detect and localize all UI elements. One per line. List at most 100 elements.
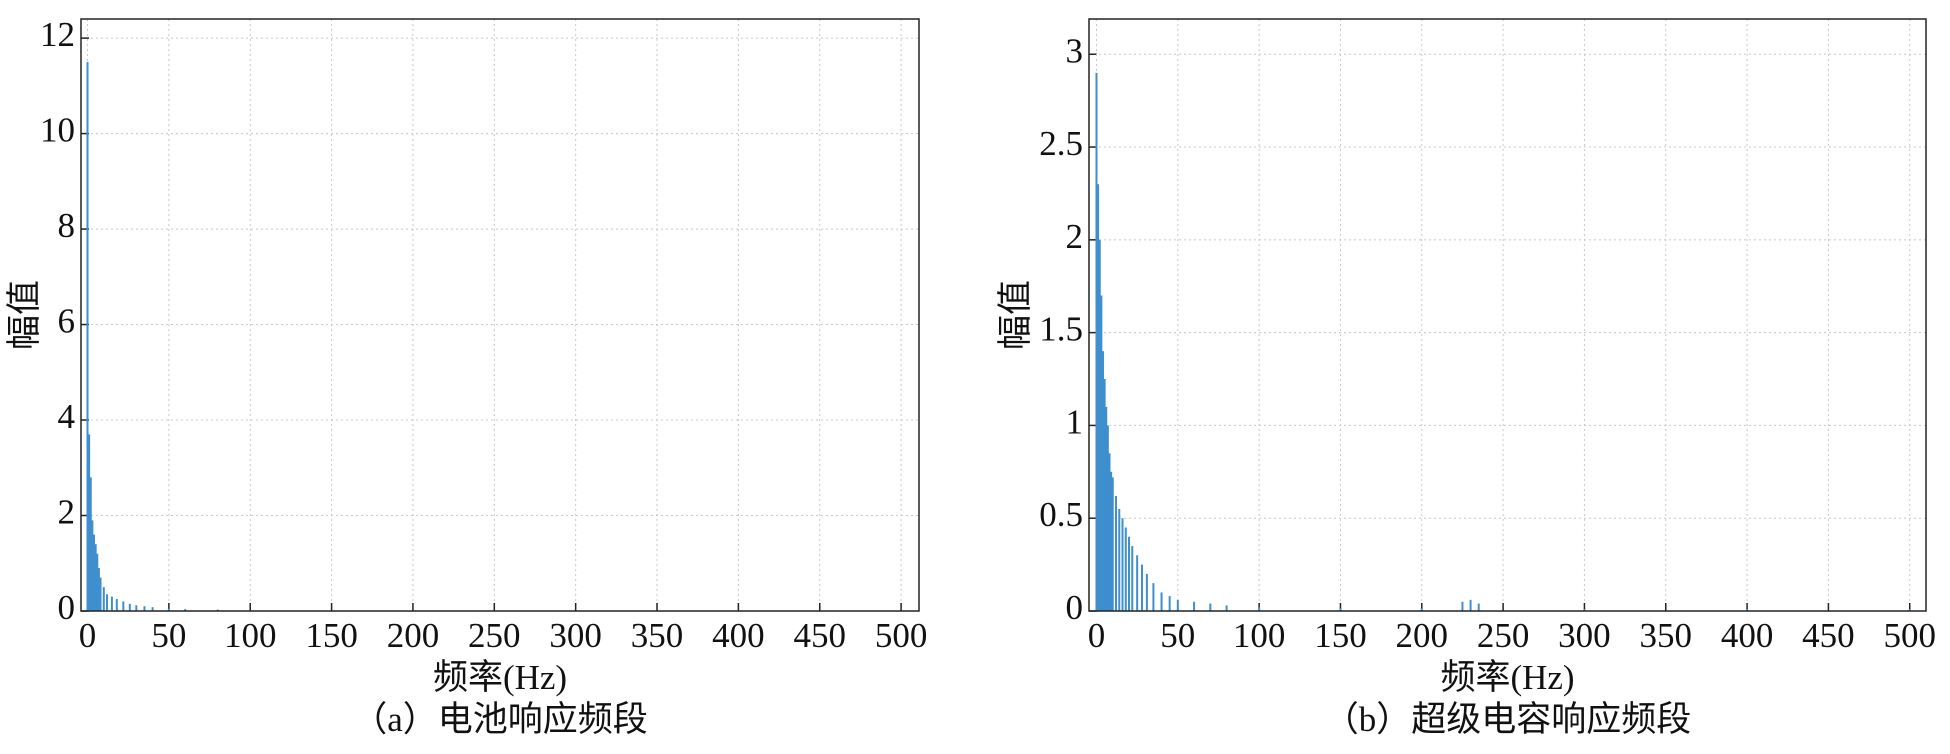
bar: [1420, 608, 1423, 611]
caption: （a）电池响应频段: [352, 700, 648, 739]
x-tick-label: 500: [1883, 616, 1936, 655]
bar: [115, 599, 118, 611]
bar: [1152, 583, 1155, 611]
x-tick-label: 150: [305, 616, 358, 655]
bar: [1176, 599, 1179, 611]
bar: [1121, 518, 1124, 611]
bar: [1160, 592, 1163, 611]
bar: [99, 577, 102, 611]
bar: [1209, 603, 1212, 611]
bar: [94, 544, 97, 611]
bar: [1746, 609, 1749, 611]
bar: [86, 61, 89, 611]
y-tick-label: 0.5: [1039, 495, 1083, 534]
bar: [1103, 379, 1106, 611]
bar: [110, 596, 113, 611]
bar: [1108, 453, 1111, 611]
bar: [89, 477, 92, 611]
bar: [1193, 601, 1196, 611]
plot-frame: [80, 18, 920, 612]
bar: [1168, 596, 1171, 611]
plot-frame: [1088, 18, 1927, 612]
y-tick-label: 0: [58, 588, 76, 627]
x-tick-label: 350: [631, 616, 684, 655]
bar: [88, 434, 91, 611]
x-tick-label: 0: [1088, 616, 1106, 655]
bar: [1136, 555, 1139, 611]
bar: [1115, 495, 1117, 611]
bar: [151, 607, 154, 611]
bar: [1258, 607, 1261, 611]
bar: [91, 520, 94, 611]
y-tick-label: 2.5: [1039, 124, 1083, 163]
bar: [1131, 546, 1134, 611]
bar: [1145, 573, 1148, 611]
x-axis-label: 频率(Hz): [433, 658, 567, 697]
x-tick-label: 450: [793, 616, 846, 655]
x-tick-label: 150: [1314, 616, 1367, 655]
x-tick-label: 0: [79, 616, 97, 655]
x-tick-label: 300: [549, 616, 602, 655]
x-tick-label: 400: [712, 616, 765, 655]
bar: [1477, 603, 1480, 611]
bar: [106, 594, 109, 611]
y-tick-label: 1: [1066, 402, 1084, 441]
bar: [1105, 406, 1108, 611]
bar: [96, 553, 99, 611]
y-tick-label: 2: [58, 493, 76, 532]
y-tick-label: 10: [40, 111, 75, 150]
y-axis-label: 幅值: [5, 280, 44, 350]
bar: [1110, 471, 1113, 611]
bar: [1339, 608, 1342, 611]
bar: [1111, 477, 1114, 611]
bar: [1128, 536, 1131, 611]
bar: [1469, 599, 1472, 611]
bar: [1101, 351, 1104, 611]
x-tick-label: 500: [875, 616, 928, 655]
bar: [1098, 239, 1101, 611]
y-tick-label: 12: [40, 15, 75, 54]
y-tick-label: 3: [1066, 31, 1084, 70]
bar: [102, 587, 105, 611]
x-tick-label: 400: [1721, 616, 1774, 655]
bar: [143, 606, 146, 611]
y-tick-label: 0: [1066, 588, 1084, 627]
bar: [1461, 601, 1464, 611]
bar: [135, 605, 138, 611]
x-tick-label: 450: [1802, 616, 1855, 655]
x-tick-label: 50: [151, 616, 186, 655]
x-tick-label: 200: [1396, 616, 1449, 655]
y-tick-label: 4: [58, 397, 76, 436]
y-axis-label: 幅值: [996, 280, 1035, 350]
x-axis-label: 频率(Hz): [1440, 658, 1574, 697]
x-tick-label: 300: [1558, 616, 1611, 655]
y-tick-label: 6: [58, 302, 76, 341]
bar: [1124, 527, 1127, 611]
bar: [128, 603, 131, 611]
bar: [184, 609, 187, 611]
bar: [167, 608, 170, 611]
bar: [97, 568, 100, 611]
x-tick-label: 50: [1160, 616, 1195, 655]
bar: [1097, 184, 1100, 611]
x-tick-label: 100: [224, 616, 277, 655]
bar: [1095, 72, 1098, 612]
x-tick-label: 250: [1477, 616, 1530, 655]
bar: [93, 534, 96, 611]
bar: [1100, 295, 1103, 611]
bar: [1141, 564, 1144, 611]
bar: [1106, 425, 1109, 611]
bar: [1908, 609, 1911, 611]
x-tick-label: 100: [1233, 616, 1286, 655]
bar: [122, 601, 125, 611]
y-tick-label: 1.5: [1039, 310, 1083, 349]
caption: （b）超级电容响应频段: [1324, 700, 1692, 739]
x-tick-label: 350: [1640, 616, 1693, 655]
y-tick-label: 8: [58, 206, 76, 245]
bar: [1225, 605, 1228, 611]
x-tick-label: 250: [468, 616, 521, 655]
bar: [1118, 508, 1121, 611]
bar: [1583, 609, 1586, 611]
y-tick-label: 2: [1066, 217, 1084, 256]
